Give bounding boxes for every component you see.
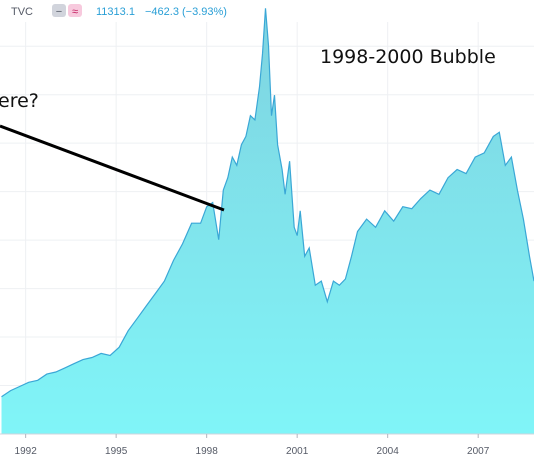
x-tick-label: 1992 <box>15 446 38 457</box>
series-line <box>1 8 534 398</box>
question-annotation: ere? <box>0 90 39 112</box>
x-tick-label: 2001 <box>286 446 309 457</box>
x-tick-label: 2007 <box>467 446 490 457</box>
symbol-header: TVC − ≈ 11313.1 −462.3 (−3.93%) <box>11 4 227 18</box>
wave-badge[interactable] <box>68 4 82 17</box>
annotation-arrow <box>0 124 225 212</box>
price-change: −462.3 (−3.93%) <box>145 6 227 18</box>
x-axis-ticks: 1992 1995 1998 2001 2004 2007 <box>15 434 490 457</box>
minus-badge[interactable] <box>52 4 66 17</box>
symbol-name: TVC <box>11 6 33 18</box>
minus-icon: − <box>56 6 62 18</box>
x-tick-label: 1998 <box>196 446 219 457</box>
x-tick-label: 1995 <box>105 446 128 457</box>
bubble-annotation: 1998-2000 Bubble <box>320 46 496 68</box>
wave-icon: ≈ <box>72 6 78 18</box>
series-area-fill <box>1 8 534 435</box>
x-tick-label: 2004 <box>377 446 400 457</box>
last-price: 11313.1 <box>96 6 135 18</box>
